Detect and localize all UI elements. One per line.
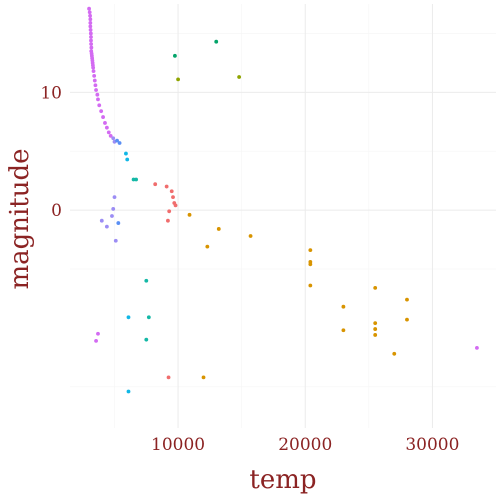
data-point bbox=[104, 224, 109, 229]
data-point bbox=[166, 375, 171, 380]
y-tick-labels: 10 0 bbox=[40, 83, 62, 221]
data-point bbox=[113, 238, 118, 243]
data-point bbox=[237, 75, 242, 79]
y-tick-label: 0 bbox=[51, 201, 62, 221]
data-point bbox=[89, 42, 94, 46]
data-point bbox=[93, 83, 98, 88]
x-tick-label: 20000 bbox=[278, 435, 332, 455]
x-tick-label: 10000 bbox=[151, 435, 205, 455]
data-point bbox=[166, 218, 170, 223]
data-point bbox=[92, 78, 97, 83]
data-point bbox=[92, 73, 97, 78]
data-point bbox=[475, 346, 479, 350]
data-point bbox=[96, 97, 100, 102]
data-point bbox=[89, 38, 93, 43]
x-axis-title: temp bbox=[249, 465, 316, 495]
data-point bbox=[169, 189, 174, 194]
data-point bbox=[308, 262, 313, 267]
data-point bbox=[146, 315, 151, 320]
x-tick-labels: 10000 20000 30000 bbox=[151, 435, 459, 455]
data-point bbox=[373, 327, 378, 331]
data-point bbox=[111, 136, 116, 141]
data-point bbox=[88, 20, 93, 25]
data-point bbox=[134, 177, 139, 182]
data-point bbox=[124, 151, 128, 156]
y-tick-label: 10 bbox=[40, 83, 62, 103]
x-tick-label: 30000 bbox=[405, 435, 459, 455]
data-point bbox=[95, 92, 100, 97]
data-point bbox=[106, 130, 111, 135]
data-point bbox=[108, 134, 113, 138]
data-point bbox=[216, 227, 221, 231]
data-point bbox=[88, 31, 93, 36]
data-point bbox=[88, 24, 93, 29]
data-point bbox=[89, 45, 94, 50]
data-point bbox=[205, 244, 210, 249]
data-point bbox=[248, 234, 253, 238]
data-point bbox=[88, 17, 93, 22]
data-point bbox=[341, 328, 346, 333]
data-point bbox=[115, 138, 119, 143]
data-point bbox=[201, 375, 206, 380]
data-point bbox=[171, 195, 175, 200]
data-point bbox=[125, 157, 130, 162]
data-point bbox=[308, 283, 313, 288]
data-point bbox=[101, 115, 105, 119]
data-point bbox=[373, 285, 378, 290]
data-point bbox=[373, 321, 378, 326]
data-point bbox=[214, 39, 219, 44]
data-point bbox=[104, 125, 109, 130]
data-point bbox=[405, 317, 409, 322]
data-point bbox=[144, 278, 149, 283]
y-axis-title: magnitude bbox=[5, 148, 35, 289]
data-point bbox=[187, 212, 192, 217]
data-point bbox=[164, 184, 169, 189]
data-point bbox=[112, 195, 117, 200]
data-point bbox=[91, 69, 96, 74]
data-point bbox=[96, 331, 100, 336]
data-point bbox=[176, 77, 180, 82]
data-point bbox=[94, 338, 98, 343]
data-point bbox=[111, 207, 116, 211]
data-point bbox=[91, 65, 96, 70]
data-point bbox=[116, 221, 121, 225]
data-point bbox=[126, 389, 131, 394]
data-point bbox=[99, 109, 104, 114]
data-points bbox=[87, 6, 479, 394]
data-point bbox=[97, 103, 102, 108]
data-point bbox=[89, 35, 93, 39]
data-point bbox=[87, 6, 91, 11]
data-point bbox=[99, 218, 104, 223]
data-point bbox=[87, 10, 92, 15]
data-point bbox=[88, 13, 92, 18]
data-point bbox=[392, 351, 397, 356]
data-point bbox=[110, 214, 114, 218]
data-point bbox=[94, 88, 98, 92]
data-point bbox=[144, 337, 149, 342]
data-point bbox=[405, 297, 409, 302]
data-point bbox=[103, 121, 107, 125]
data-point bbox=[88, 28, 93, 32]
data-point bbox=[173, 203, 178, 208]
data-point bbox=[117, 141, 122, 145]
data-point bbox=[126, 315, 131, 320]
data-point bbox=[373, 333, 378, 337]
data-point bbox=[167, 209, 172, 214]
data-point bbox=[341, 304, 346, 309]
data-point bbox=[153, 182, 158, 187]
data-point bbox=[308, 248, 313, 253]
data-point bbox=[173, 53, 177, 58]
grid bbox=[70, 4, 496, 428]
